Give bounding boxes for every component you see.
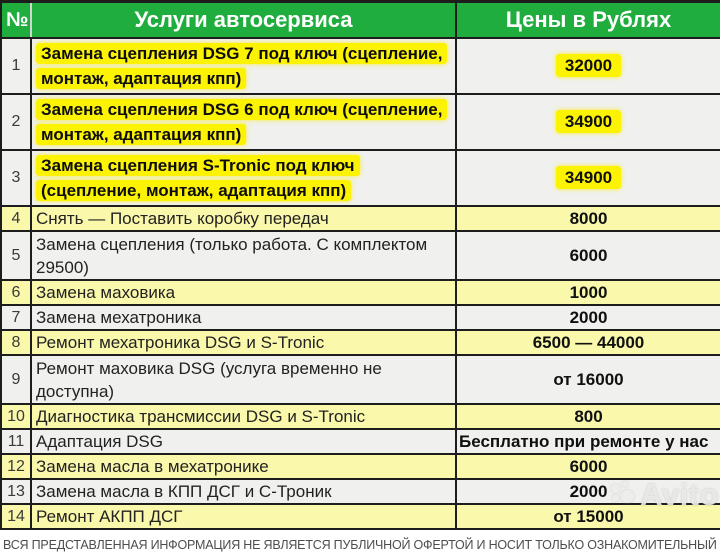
row-number: 4 bbox=[0, 205, 32, 232]
service-price: 1000 bbox=[455, 279, 720, 306]
service-price: 34900 bbox=[455, 93, 720, 151]
header-prices: Цены в Рублях bbox=[455, 0, 720, 39]
table-row: 14 Ремонт АКПП ДСГ от 15000 bbox=[0, 503, 720, 530]
table-row: 2 Замена сцепления DSG 6 под ключ (сцепл… bbox=[0, 93, 720, 151]
service-name: Замена масла в КПП ДСГ и С-Троник bbox=[30, 478, 457, 505]
service-price: от 15000 bbox=[455, 503, 720, 530]
table-row: 12 Замена масла в мехатронике 6000 bbox=[0, 453, 720, 480]
row-number: 12 bbox=[0, 453, 32, 480]
price-table: № Услуги автосервиса Цены в Рублях 1 Зам… bbox=[0, 0, 720, 530]
service-price: Бесплатно при ремонте у нас bbox=[455, 428, 720, 455]
service-name: Замена мехатроника bbox=[30, 304, 457, 331]
service-name: Замена маховика bbox=[30, 279, 457, 306]
service-price: 32000 bbox=[455, 37, 720, 95]
row-number: 8 bbox=[0, 329, 32, 356]
row-number: 7 bbox=[0, 304, 32, 331]
row-number: 3 bbox=[0, 149, 32, 207]
service-name: Ремонт маховика DSG (услуга временно не … bbox=[30, 354, 457, 405]
service-name: Замена сцепления S-Tronic под ключ (сцеп… bbox=[30, 149, 457, 207]
service-name: Адаптация DSG bbox=[30, 428, 457, 455]
service-price: 6500 — 44000 bbox=[455, 329, 720, 356]
table-row: 10 Диагностика трансмиссии DSG и S-Troni… bbox=[0, 403, 720, 430]
service-price: 34900 bbox=[455, 149, 720, 207]
table-row: 9 Ремонт маховика DSG (услуга временно н… bbox=[0, 354, 720, 405]
service-price: 800 bbox=[455, 403, 720, 430]
row-number: 6 bbox=[0, 279, 32, 306]
table-row: 4 Снять — Поставить коробку передач 8000 bbox=[0, 205, 720, 232]
service-price: от 16000 bbox=[455, 354, 720, 405]
table-row: 13 Замена масла в КПП ДСГ и С-Троник 200… bbox=[0, 478, 720, 505]
row-number: 2 bbox=[0, 93, 32, 151]
table-body: 1 Замена сцепления DSG 7 под ключ (сцепл… bbox=[0, 37, 720, 530]
service-name: Замена сцепления (только работа. С компл… bbox=[30, 230, 457, 281]
table-row: 7 Замена мехатроника 2000 bbox=[0, 304, 720, 331]
table-row: 6 Замена маховика 1000 bbox=[0, 279, 720, 306]
row-number: 13 bbox=[0, 478, 32, 505]
service-name: Замена сцепления DSG 7 под ключ (сцеплен… bbox=[30, 37, 457, 95]
disclaimer-text: ВСЯ ПРЕДСТАВЛЕННАЯ ИНФОРМАЦИЯ НЕ ЯВЛЯЕТС… bbox=[3, 538, 720, 552]
table-row: 11 Адаптация DSG Бесплатно при ремонте у… bbox=[0, 428, 720, 455]
service-price: 8000 bbox=[455, 205, 720, 232]
header-number: № bbox=[0, 0, 32, 39]
header-row: № Услуги автосервиса Цены в Рублях bbox=[0, 0, 720, 39]
table-row: 5 Замена сцепления (только работа. С ком… bbox=[0, 230, 720, 281]
header-services: Услуги автосервиса bbox=[30, 0, 457, 39]
row-number: 11 bbox=[0, 428, 32, 455]
table-row: 1 Замена сцепления DSG 7 под ключ (сцепл… bbox=[0, 37, 720, 95]
row-number: 10 bbox=[0, 403, 32, 430]
service-price: 2000 bbox=[455, 304, 720, 331]
service-name: Ремонт мехатроника DSG и S-Tronic bbox=[30, 329, 457, 356]
service-price: 6000 bbox=[455, 453, 720, 480]
row-number: 14 bbox=[0, 503, 32, 530]
service-name: Снять — Поставить коробку передач bbox=[30, 205, 457, 232]
table-header: № Услуги автосервиса Цены в Рублях bbox=[0, 0, 720, 39]
service-name: Ремонт АКПП ДСГ bbox=[30, 503, 457, 530]
service-name: Замена масла в мехатронике bbox=[30, 453, 457, 480]
row-number: 9 bbox=[0, 354, 32, 405]
service-price: 6000 bbox=[455, 230, 720, 281]
service-name: Диагностика трансмиссии DSG и S-Tronic bbox=[30, 403, 457, 430]
service-price: 2000 bbox=[455, 478, 720, 505]
table-row: 8 Ремонт мехатроника DSG и S-Tronic 6500… bbox=[0, 329, 720, 356]
service-name: Замена сцепления DSG 6 под ключ (сцеплен… bbox=[30, 93, 457, 151]
row-number: 5 bbox=[0, 230, 32, 281]
table-row: 3 Замена сцепления S-Tronic под ключ (сц… bbox=[0, 149, 720, 207]
row-number: 1 bbox=[0, 37, 32, 95]
